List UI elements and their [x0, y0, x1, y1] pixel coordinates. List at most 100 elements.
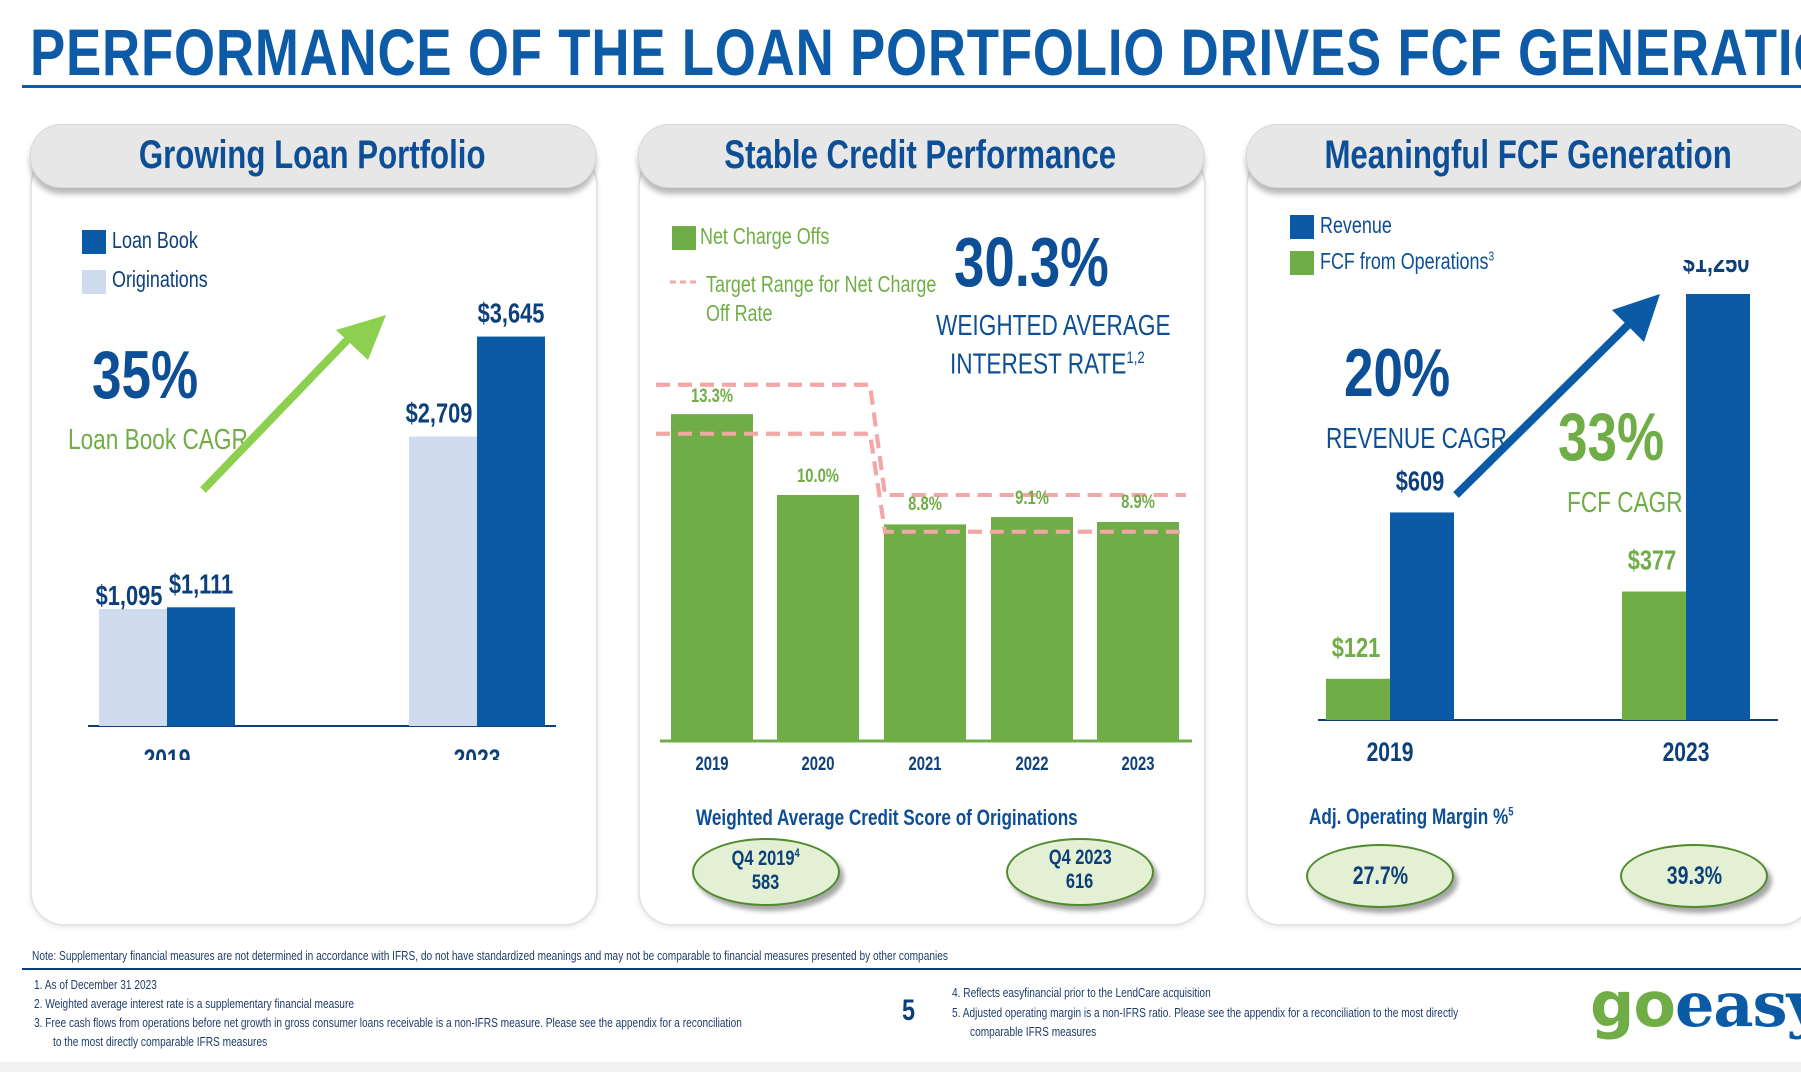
revenue-cagr-value: 20% — [1344, 335, 1451, 411]
label-revenue-2023: $1,250 — [1683, 260, 1750, 279]
revenue-cagr-label: REVENUE CAGR — [1326, 423, 1507, 455]
x-tick-2019: 2019 — [696, 753, 729, 774]
bar-loan-book-2019 — [167, 607, 235, 726]
credit-score-q4-2023-label: Q4 2023 — [1048, 846, 1112, 869]
x-tick-2023: 2023 — [454, 745, 501, 760]
x-tick-2020: 2020 — [802, 753, 835, 774]
target-range-upper-line-overlay — [656, 382, 1186, 497]
interest-rate-value: 30.3% — [954, 223, 1109, 301]
margin-2019-value: 27.7% — [1352, 862, 1408, 890]
fcf-cagr-label: FCF CAGR — [1567, 487, 1683, 519]
bar-revenue-2023 — [1686, 294, 1750, 720]
x-tick-2019: 2019 — [1367, 738, 1414, 768]
x-tick-2021: 2021 — [909, 753, 942, 774]
legend-fcf-operations: FCF from Operations — [1320, 248, 1489, 274]
credit-score-q4-2019-value: 583 — [752, 871, 780, 894]
label-fcf-from-operations-2019: $121 — [1332, 632, 1381, 663]
title-divider — [22, 85, 1801, 88]
target-range-lower-line-overlay — [656, 431, 1186, 534]
footnote-4: 4. Reflects easyfinancial prior to the L… — [952, 985, 1211, 1000]
credit-score-q4-2019-label: Q4 2019 — [731, 847, 795, 870]
label-net-charge-offs-2023: 8.9% — [1121, 491, 1155, 512]
interest-rate-label-line1: WEIGHTED AVERAGE — [936, 310, 1171, 342]
goeasy-logo: goeasy — [1590, 968, 1801, 1041]
loan-cagr-label: Loan Book CAGR — [68, 424, 248, 456]
growth-arrow-head — [336, 315, 386, 360]
label-fcf-from-operations-2023: $377 — [1628, 545, 1677, 576]
x-tick-2019: 2019 — [144, 745, 191, 760]
bar-net-charge-offs-2019 — [671, 414, 753, 740]
label-loan-book-2023: $3,645 — [478, 298, 545, 329]
credit-score-q4-2023-oval: Q4 2023 616 — [1006, 838, 1154, 906]
tab-credit-performance-title: Stable Credit Performance — [724, 133, 1116, 177]
footnote-5-cont: comparable IFRS measures — [970, 1024, 1097, 1039]
bar-net-charge-offs-2022 — [991, 517, 1073, 740]
footnote-1: 1. As of December 31 2023 — [34, 977, 157, 992]
legend-target-range: Target Range for Net Charge Off Rate — [706, 271, 937, 326]
margin-2019-oval: 27.7% — [1306, 844, 1454, 908]
tab-fcf-generation-title: Meaningful FCF Generation — [1324, 133, 1732, 177]
bar-net-charge-offs-2021 — [884, 524, 966, 740]
credit-score-q4-2019-footnote-ref: 4 — [794, 846, 801, 860]
footnote-5: 5. Adjusted operating margin is a non-IF… — [952, 1005, 1459, 1020]
net-charge-offs-chart: 13.3% 10.0% 8.8% 9.1% 8.9% 2019 2020 2021 2022 20… — [656, 382, 1192, 774]
loan-portfolio-chart: $1,095 $1,111 2019 $2,709 $3,645 2023 — [88, 298, 556, 760]
fcf-generation-chart: $121 $609 2019 $377 $1,250 2023 — [1318, 260, 1778, 768]
tab-loan-portfolio-title: Growing Loan Portfolio — [138, 133, 486, 177]
bar-originations-2019 — [99, 609, 167, 726]
logo-easy: easy — [1674, 968, 1801, 1041]
footer-note: Note: Supplementary financial measures a… — [32, 948, 948, 963]
margin-heading: Adj. Operating Margin % — [1309, 804, 1509, 829]
x-tick-2023: 2023 — [1122, 753, 1155, 774]
bar-net-charge-offs-2020 — [777, 495, 859, 740]
label-loan-book-2019: $1,111 — [169, 569, 233, 600]
label-net-charge-offs-2021: 8.8% — [908, 493, 942, 514]
footnote-3: 3. Free cash flows from operations befor… — [34, 1015, 742, 1030]
label-originations-2023: $2,709 — [406, 398, 473, 429]
margin-2023-value: 39.3% — [1666, 862, 1722, 890]
page-title: PERFORMANCE OF THE LOAN PORTFOLIO DRIVES… — [30, 15, 1801, 89]
growth-arrow-head — [1612, 294, 1660, 342]
bar-fcf-from-operations-2023 — [1622, 591, 1686, 720]
footnote-3-cont: to the most directly comparable IFRS mea… — [53, 1034, 268, 1049]
growth-arrow — [200, 332, 355, 493]
growth-arrow — [1453, 322, 1631, 498]
loan-cagr-value: 35% — [92, 337, 199, 413]
tab-loan-portfolio — [30, 124, 596, 188]
margin-2023-oval: 39.3% — [1620, 844, 1768, 908]
legend-swatch-fcf-operations — [1290, 251, 1314, 275]
bar-net-charge-offs-2023 — [1097, 521, 1179, 740]
label-net-charge-offs-2020: 10.0% — [797, 465, 839, 486]
legend-swatch-target-range — [670, 280, 698, 284]
label-originations-2019: $1,095 — [96, 580, 163, 611]
tab-fcf-generation — [1246, 124, 1801, 188]
page-number: 5 — [902, 994, 916, 1027]
bottom-strip — [0, 1062, 1801, 1072]
legend-loan-book: Loan Book — [112, 227, 198, 253]
bar-originations-2023 — [409, 436, 477, 726]
legend-revenue: Revenue — [1320, 212, 1392, 238]
legend-swatch-loan-book — [82, 230, 106, 254]
interest-rate-footnote-ref: 1,2 — [1126, 348, 1145, 367]
logo-go: go — [1590, 968, 1676, 1041]
x-tick-2023: 2023 — [1663, 738, 1710, 768]
legend-net-charge-offs: Net Charge Offs — [700, 223, 830, 249]
bar-loan-book-2023 — [477, 336, 545, 726]
credit-score-q4-2023-value: 616 — [1066, 870, 1094, 893]
legend-swatch-net-charge-offs — [672, 226, 696, 250]
label-revenue-2019: $609 — [1396, 466, 1445, 497]
bar-fcf-from-operations-2019 — [1326, 678, 1390, 720]
footnote-2: 2. Weighted average interest rate is a s… — [34, 996, 354, 1011]
margin-footnote-ref: 5 — [1508, 804, 1514, 819]
interest-rate-label-line2: INTEREST RATE — [950, 348, 1127, 381]
bar-revenue-2019 — [1390, 512, 1454, 720]
fcf-cagr-value: 33% — [1558, 399, 1665, 475]
x-tick-2022: 2022 — [1016, 753, 1049, 774]
tab-credit-performance — [638, 124, 1204, 188]
label-net-charge-offs-2022: 9.1% — [1015, 487, 1049, 508]
footer-divider — [22, 968, 1801, 970]
credit-score-heading: Weighted Average Credit Score of Origina… — [696, 805, 1078, 830]
legend-swatch-originations — [82, 270, 106, 294]
credit-score-q4-2019-oval: Q4 20194 583 — [692, 838, 840, 906]
legend-originations: Originations — [112, 266, 208, 292]
